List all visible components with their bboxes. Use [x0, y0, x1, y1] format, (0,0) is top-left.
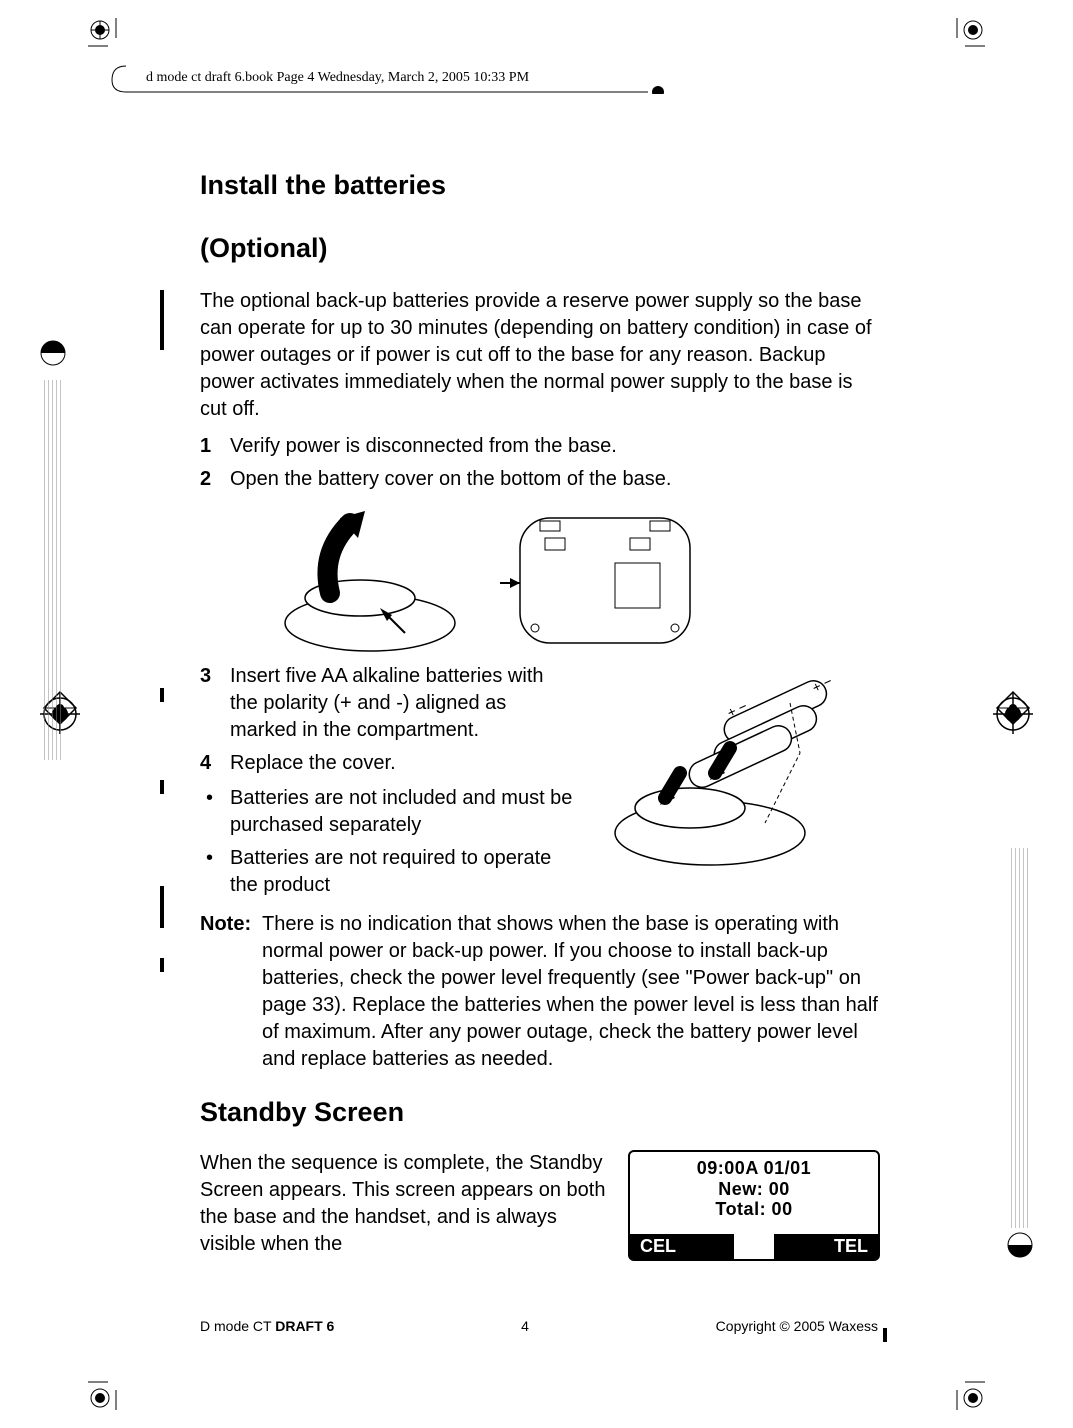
crop-mark-bl	[88, 1372, 126, 1410]
bullet-text: Batteries are not included and must be p…	[230, 787, 572, 836]
change-bar	[160, 886, 164, 928]
lcd-softkey-cel: CEL	[630, 1234, 734, 1259]
heading-install: Install the batteries	[200, 170, 880, 201]
step-4: 4 Replace the cover.	[200, 750, 574, 777]
step-number: 1	[200, 433, 211, 460]
crop-mark-tr	[947, 18, 985, 56]
change-bar	[883, 1328, 887, 1342]
step-number: 4	[200, 750, 211, 777]
intro-paragraph: The optional back-up batteries provide a…	[200, 288, 880, 423]
change-bar	[160, 958, 164, 972]
running-head-text: d mode ct draft 6.book Page 4 Wednesday,…	[146, 70, 529, 86]
bullet-1: • Batteries are not included and must be …	[200, 785, 574, 839]
base-bottom-illustration	[500, 503, 720, 653]
step-text: Verify power is disconnected from the ba…	[230, 435, 617, 457]
diagram-open-cover	[230, 503, 880, 653]
alignment-diamond-right	[995, 690, 1031, 726]
footer-right: Copyright © 2005 Waxess	[716, 1318, 878, 1334]
heading-optional: (Optional)	[200, 233, 880, 264]
step-3: 3 Insert five AA alkaline batteries with …	[200, 663, 574, 744]
colorbar-left	[44, 380, 62, 760]
note-block: Note: There is no indication that shows …	[200, 911, 880, 1073]
note-body: There is no indication that shows when t…	[200, 911, 880, 1073]
change-bar	[160, 780, 164, 794]
step-1: 1 Verify power is disconnected from the b…	[200, 433, 880, 460]
lcd-softkey-tel: TEL	[774, 1234, 878, 1259]
lcd-line-1: 09:00A 01/01	[630, 1158, 878, 1179]
lcd-line-2: New: 00	[630, 1179, 878, 1200]
crop-mark-br	[947, 1372, 985, 1410]
standby-paragraph: When the sequence is complete, the Stand…	[200, 1150, 608, 1258]
step-text: Insert five AA alkaline batteries with t…	[230, 665, 544, 741]
lcd-softkey-gap	[735, 1234, 773, 1259]
page-footer: D mode CT DRAFT 6 4 Copyright © 2005 Wax…	[200, 1318, 878, 1334]
lcd-line-3: Total: 00	[630, 1199, 878, 1220]
bullet-text: Batteries are not required to operate th…	[230, 847, 551, 896]
cover-remove-illustration	[230, 503, 480, 653]
footer-left: D mode CT DRAFT 6	[200, 1318, 334, 1334]
step-number: 3	[200, 663, 211, 690]
note-label: Note:	[200, 913, 251, 935]
bullet-dot: •	[206, 785, 213, 812]
battery-insert-illustration: + − + −	[590, 663, 880, 873]
page-content: Install the batteries (Optional) The opt…	[200, 170, 880, 1261]
change-bar	[160, 688, 164, 702]
footer-page: 4	[521, 1318, 529, 1334]
step-text: Replace the cover.	[230, 752, 396, 774]
bullet-dot: •	[206, 845, 213, 872]
step-number: 2	[200, 466, 211, 493]
heading-standby: Standby Screen	[200, 1097, 880, 1128]
change-bar	[160, 290, 164, 350]
colorbar-right	[1011, 848, 1029, 1228]
step-2: 2 Open the battery cover on the bottom of…	[200, 466, 880, 493]
bullet-2: • Batteries are not required to operate t…	[200, 845, 574, 899]
lcd-screen-illustration: 09:00A 01/01 New: 00 Total: 00 CEL TEL	[628, 1150, 880, 1261]
step-text: Open the battery cover on the bottom of …	[230, 468, 671, 490]
crop-mark-tl	[88, 18, 126, 56]
